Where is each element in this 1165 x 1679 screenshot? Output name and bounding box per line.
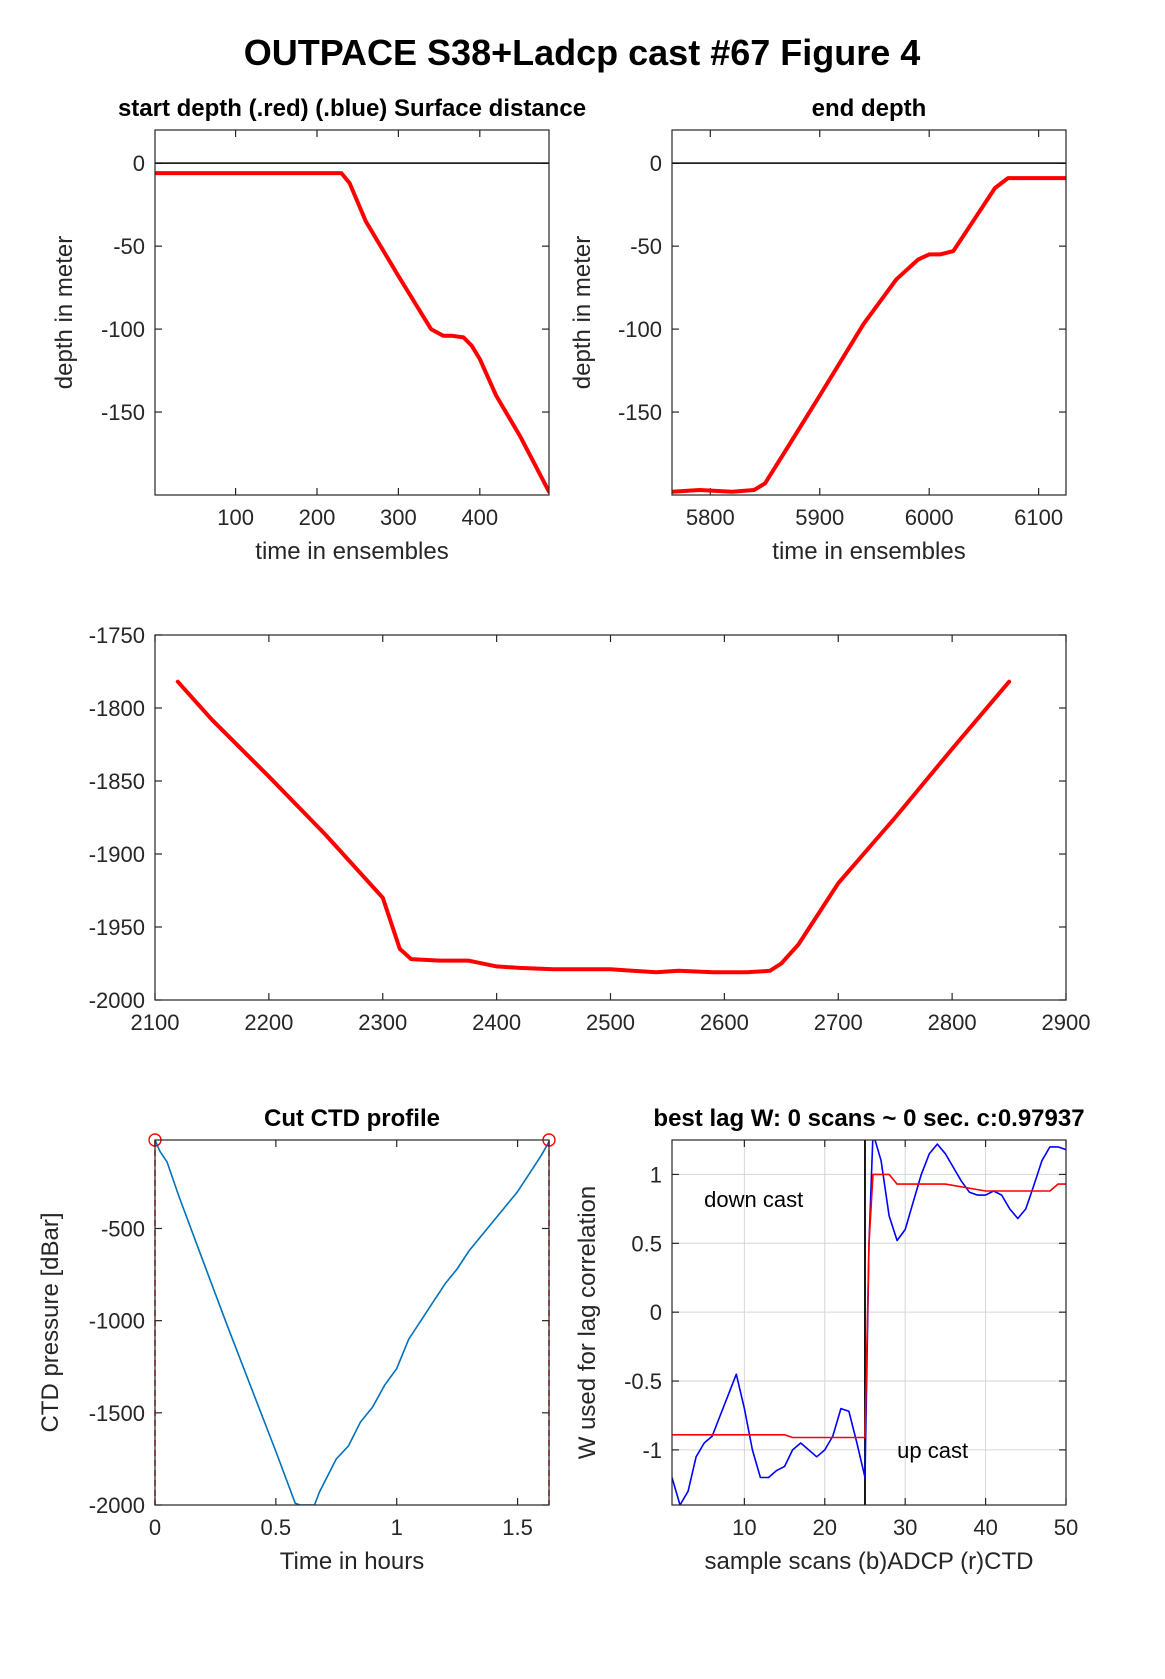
x-tick-label: 20: [813, 1515, 837, 1540]
x-tick-label: 6000: [905, 505, 954, 530]
axes-frame: [154, 129, 550, 496]
x-tick-label: 100: [217, 505, 254, 530]
y-tick-label: -150: [101, 400, 145, 425]
x-tick-label: 50: [1054, 1515, 1078, 1540]
y-tick-label: -2000: [89, 1493, 145, 1518]
x-tick-label: 10: [732, 1515, 756, 1540]
y-tick-label: -1: [642, 1438, 662, 1463]
y-tick-label: 0: [650, 151, 662, 176]
x-axis-label: time in ensembles: [255, 538, 448, 565]
series-line-1: [672, 1173, 1066, 1439]
plot-area-ctd: [155, 1140, 549, 1505]
x-tick-label: 40: [973, 1515, 997, 1540]
axes-frame: [671, 1139, 1067, 1506]
plot-start: 100 200 300 400 0 -50 -100 -150 start depth (.re…: [51, 95, 586, 565]
x-tick-label: 2900: [1042, 1010, 1091, 1035]
y-tick-label: -1000: [89, 1309, 145, 1334]
y-tick-label: 0: [650, 1300, 662, 1325]
plot-title: end depth: [812, 95, 927, 122]
x-tick-label: 2400: [472, 1010, 521, 1035]
x-axis-label: time in ensembles: [772, 538, 965, 565]
y-tick-label: -2000: [89, 988, 145, 1013]
y-tick-label: -0.5: [624, 1369, 662, 1394]
x-tick-label: 2800: [928, 1010, 977, 1035]
axes-frame: [154, 634, 1067, 1001]
plot-area-lag: [672, 1140, 1066, 1505]
axes-frame: [671, 129, 1067, 496]
x-tick-label: 6100: [1014, 505, 1063, 530]
series-line-0: [155, 1140, 549, 1505]
x-tick-label: 5900: [795, 505, 844, 530]
plot-bottom: 2100 2200 2300 2400 2500 2600 2700 2800 2900 -175…: [89, 623, 1091, 1035]
x-tick-label: 0: [149, 1515, 161, 1540]
y-tick-label: -1500: [89, 1401, 145, 1426]
plot-title: best lag W: 0 scans ~ 0 sec. c:0.97937: [653, 1105, 1084, 1132]
x-tick-label: 2100: [131, 1010, 180, 1035]
x-tick-label: 5800: [686, 505, 735, 530]
plot-lag: 10 20 30 40 50 1 0.5 0 -0.5 -1 down cast up cast bes…: [574, 1105, 1085, 1575]
y-tick-label: -50: [113, 234, 145, 259]
x-tick-label: 2300: [358, 1010, 407, 1035]
y-tick-label: -100: [618, 317, 662, 342]
plot-title: start depth (.red) (.blue) Surface dista…: [118, 95, 586, 122]
x-axis-label: sample scans (b)ADCP (r)CTD: [705, 1548, 1034, 1575]
y-tick-label: -150: [618, 400, 662, 425]
x-tick-label: 2700: [814, 1010, 863, 1035]
x-tick-label: 1: [391, 1515, 403, 1540]
plot-area-start: [155, 162, 549, 494]
y-tick-label: 0.5: [631, 1231, 662, 1256]
annotation: up cast: [897, 1438, 968, 1463]
x-tick-label: 2200: [244, 1010, 293, 1035]
y-axis-label: depth in meter: [569, 236, 596, 389]
y-axis-label: W used for lag correlation: [574, 1186, 601, 1459]
y-tick-label: -1750: [89, 623, 145, 648]
plot-area-end: [672, 162, 1066, 494]
x-tick-label: 400: [461, 505, 498, 530]
series-line-0: [175, 679, 1012, 975]
y-tick-label: -1850: [89, 769, 145, 794]
series-line-0: [155, 171, 549, 494]
y-tick-label: -1800: [89, 696, 145, 721]
x-tick-label: 2500: [586, 1010, 635, 1035]
annotation: down cast: [704, 1187, 803, 1212]
plot-end: 5800 5900 6000 6100 0 -50 -100 -150 end depth tim…: [569, 95, 1067, 565]
y-axis-label: CTD pressure [dBar]: [37, 1212, 64, 1432]
plot-area-bottom: [175, 679, 1012, 975]
plot-ctd: 0 0.5 1 1.5 -500 -1000 -1500 -2000 Cut CTD profi…: [37, 1105, 556, 1575]
x-tick-label: 200: [299, 505, 336, 530]
y-axis-label: depth in meter: [51, 236, 78, 389]
y-tick-label: -1900: [89, 842, 145, 867]
x-tick-label: 2600: [700, 1010, 749, 1035]
series-line-0: [672, 176, 1066, 494]
y-tick-label: 1: [650, 1162, 662, 1187]
y-tick-label: 0: [133, 151, 145, 176]
y-tick-label: -100: [101, 317, 145, 342]
x-tick-label: 300: [380, 505, 417, 530]
figure-title: OUTPACE S38+Ladcp cast #67 Figure 4: [244, 32, 921, 73]
axes-frame: [154, 1139, 550, 1506]
y-tick-label: -50: [630, 234, 662, 259]
x-tick-label: 30: [893, 1515, 917, 1540]
x-tick-label: 0.5: [261, 1515, 292, 1540]
plot-title: Cut CTD profile: [264, 1105, 440, 1132]
x-tick-label: 1.5: [502, 1515, 533, 1540]
y-tick-label: -500: [101, 1216, 145, 1241]
x-axis-label: Time in hours: [280, 1548, 425, 1575]
y-tick-label: -1950: [89, 915, 145, 940]
